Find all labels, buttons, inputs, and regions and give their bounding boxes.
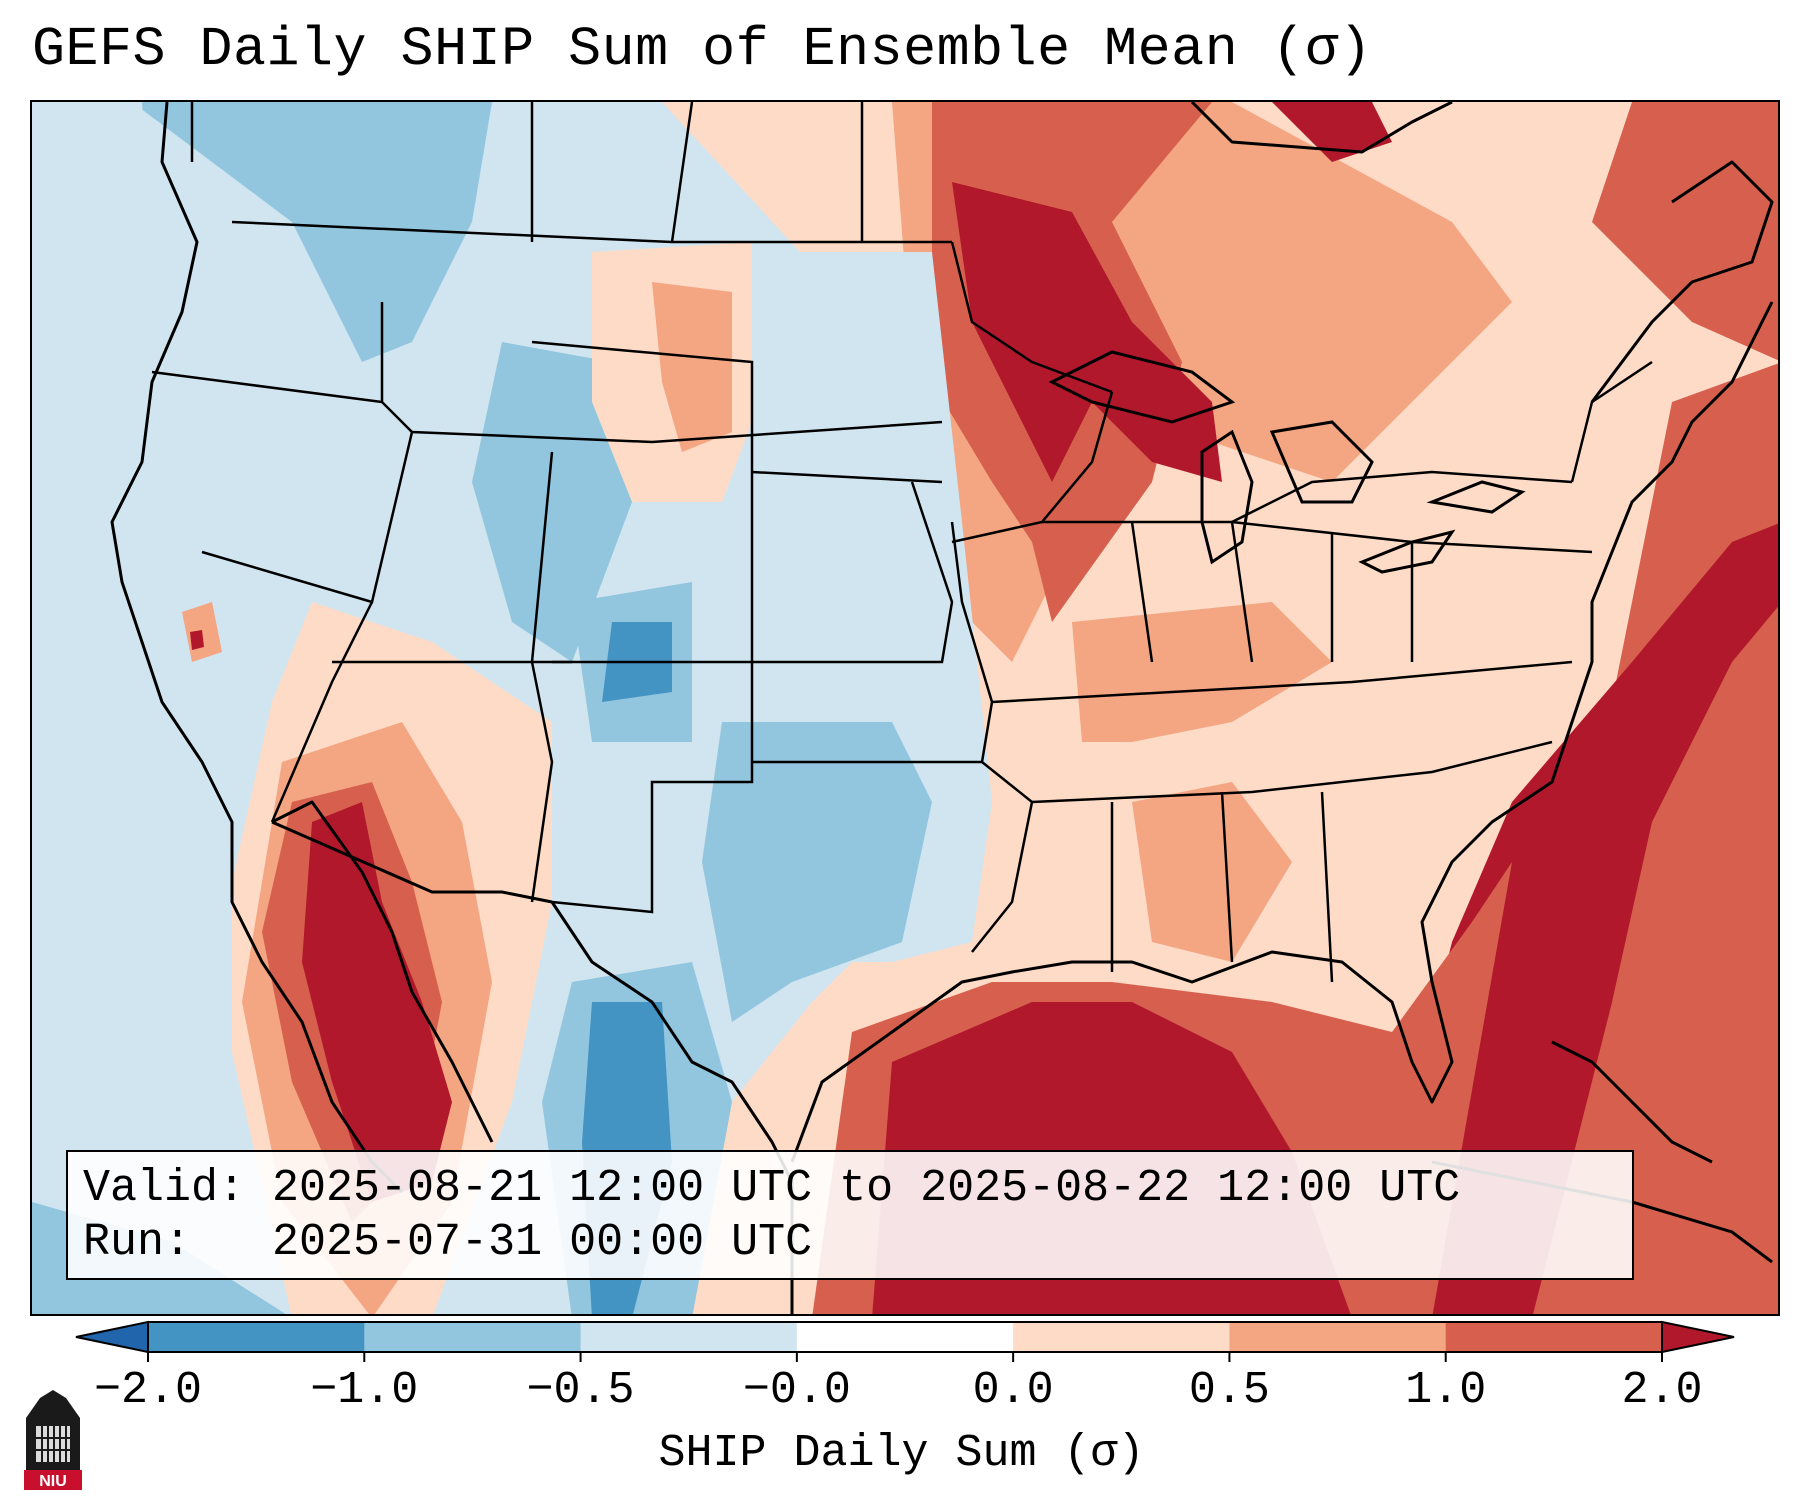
colorbar-tick-label: 1.0 — [1405, 1365, 1487, 1416]
colorbar-segment — [796, 1322, 1014, 1352]
colorbar-segment — [1229, 1322, 1447, 1352]
colorbar-segment — [364, 1322, 582, 1352]
colorbar-segment — [580, 1322, 798, 1352]
great-lakes — [1048, 350, 1526, 574]
colorbar-tick-label: −2.0 — [93, 1365, 203, 1416]
run-time-text: Run: 2025-07-31 00:00 UTC — [83, 1217, 813, 1268]
anomaly-region — [702, 722, 932, 1022]
anomaly-region — [32, 102, 232, 1314]
colorbar-segment — [1013, 1322, 1230, 1352]
colorbar-tick-label: −0.0 — [742, 1365, 851, 1416]
state-boundaries — [151, 102, 1653, 983]
anomaly-region — [952, 182, 1222, 482]
map-frame — [30, 100, 1780, 1316]
anomaly-region — [190, 630, 204, 650]
anomaly-region — [1072, 602, 1332, 742]
anomaly-region — [652, 282, 732, 452]
colorbar-tick-label: −1.0 — [310, 1365, 419, 1416]
colorbar-tick-label: 0.0 — [972, 1365, 1054, 1416]
colorbar-tick-label: 0.5 — [1188, 1365, 1270, 1416]
colorbar-segment — [1445, 1322, 1663, 1352]
anomaly-region — [1272, 102, 1392, 162]
anomaly-region — [132, 102, 492, 362]
ship-anomaly-map — [32, 102, 1778, 1314]
anomaly-region — [472, 342, 632, 662]
valid-time-text: Valid: 2025-08-21 12:00 UTC to 2025-08-2… — [83, 1163, 1461, 1214]
colorbar-extend-low — [75, 1320, 149, 1354]
colorbar — [75, 1320, 1735, 1362]
anomaly-region — [1592, 102, 1778, 361]
chart-title: GEFS Daily SHIP Sum of Ensemble Mean (σ) — [32, 18, 1373, 81]
anomaly-region — [302, 802, 452, 1202]
logo-text: NIU — [39, 1473, 67, 1490]
colorbar-extend-high — [1661, 1320, 1735, 1354]
colorbar-tick-label: −0.5 — [526, 1365, 635, 1416]
colorbar-segment — [148, 1322, 365, 1352]
niu-logo-icon: NIU — [24, 1390, 82, 1490]
colorbar-label: SHIP Daily Sum (σ) — [658, 1428, 1145, 1479]
colorbar-tick-label: 2.0 — [1621, 1365, 1703, 1416]
anomaly-region — [1132, 782, 1292, 962]
valid-run-info-box: Valid: 2025-08-21 12:00 UTC to 2025-08-2… — [66, 1150, 1634, 1280]
country-outline — [110, 102, 1774, 1314]
